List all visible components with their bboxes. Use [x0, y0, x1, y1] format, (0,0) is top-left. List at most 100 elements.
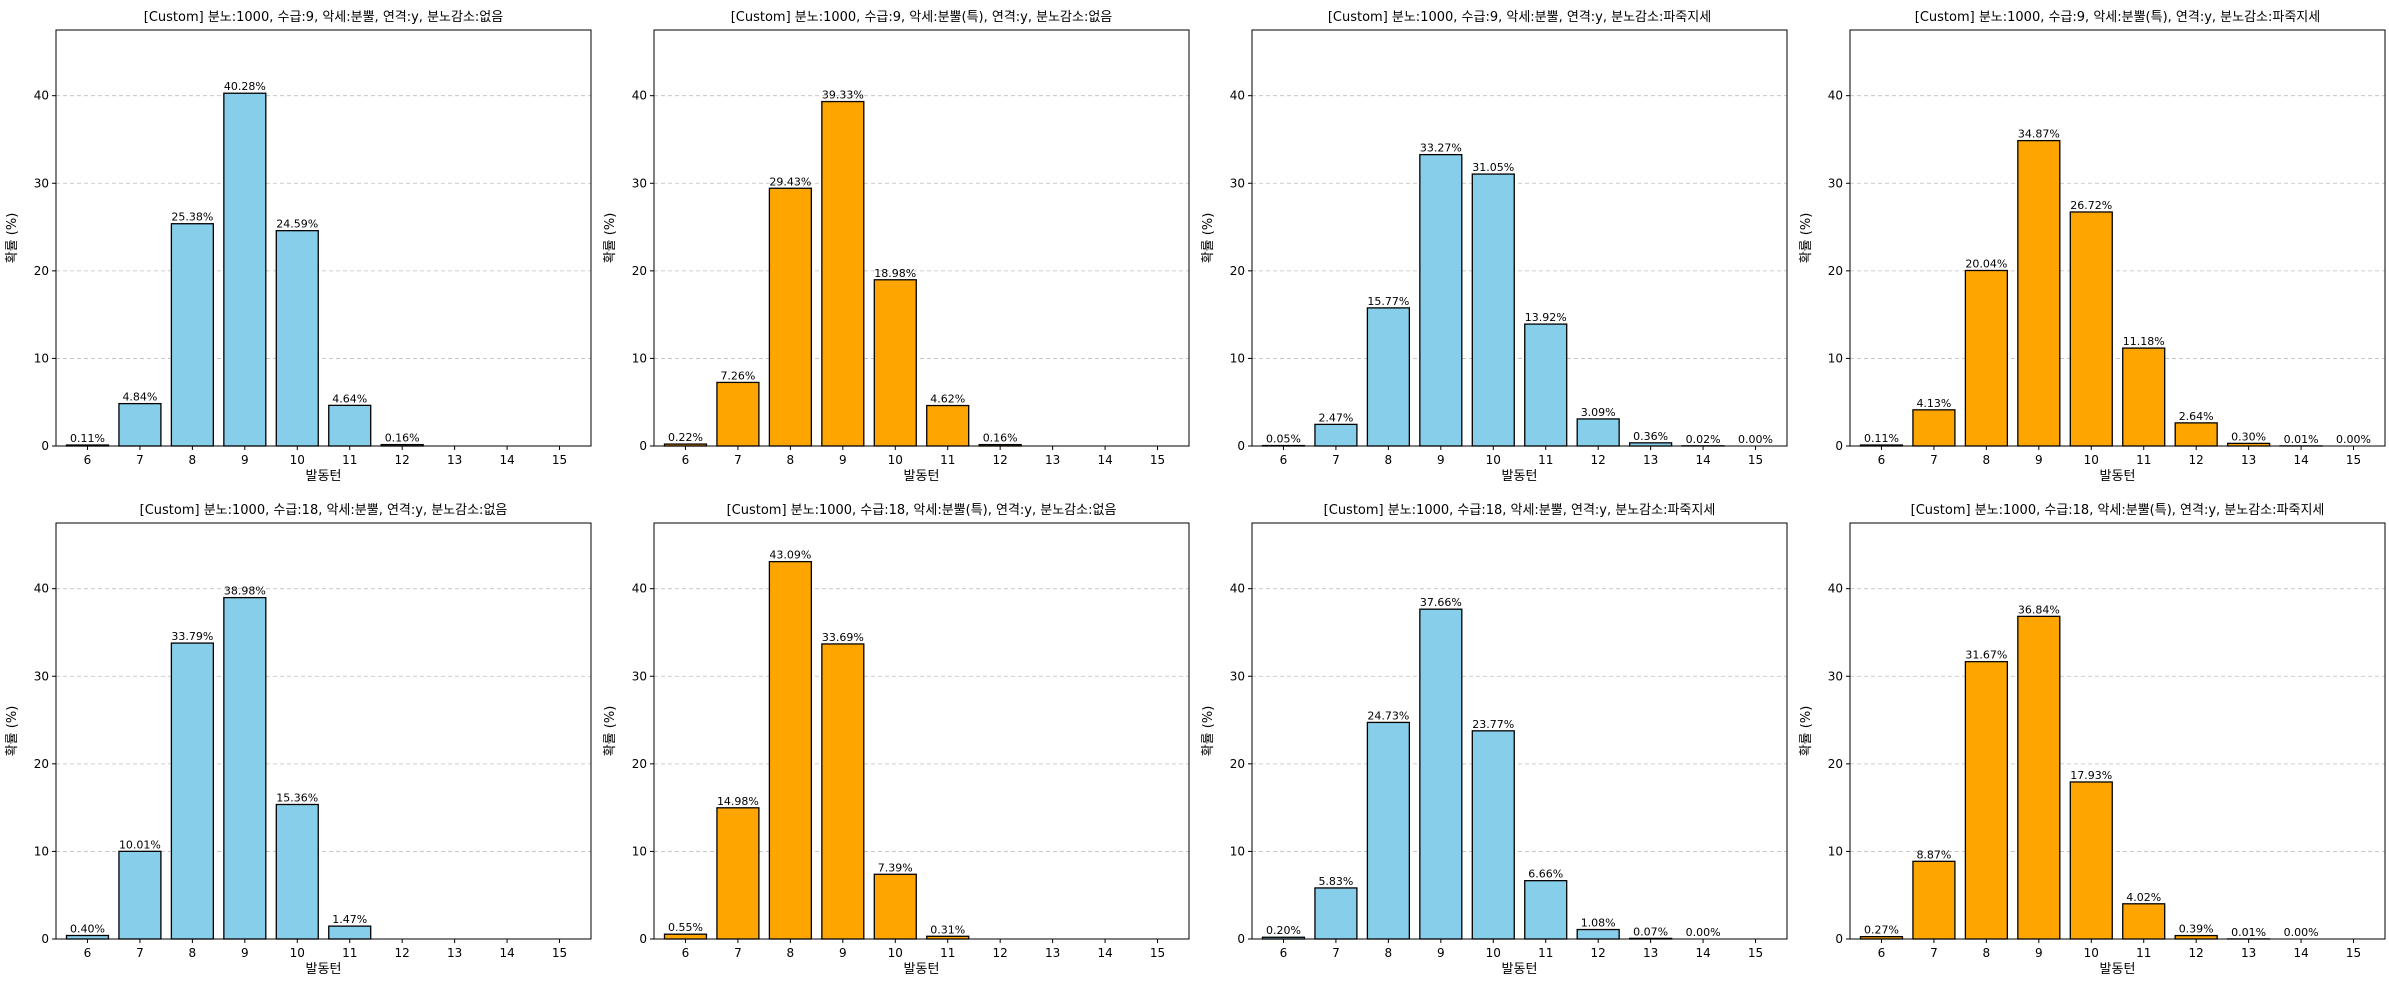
bar-value-label: 4.84%: [122, 391, 157, 404]
bar-value-label: 6.66%: [1528, 868, 1563, 881]
chart-title: [Custom] 분노:1000, 수급:18, 악세:분뿔(특), 연격:y,…: [1911, 503, 2325, 518]
x-tick-label: 11: [342, 946, 357, 960]
x-tick-label: 15: [2346, 946, 2361, 960]
y-tick-label: 10: [1230, 844, 1245, 858]
y-tick-label: 40: [632, 89, 647, 103]
x-axis-label: 발동턴: [1502, 962, 1538, 977]
x-tick-label: 8: [1983, 946, 1991, 960]
y-tick-label: 20: [1230, 757, 1245, 771]
chart-panel-1: 0.11% 4.84% 25.38% 40.28% 24.59% 4.64% 0.16% 0 1…: [5, 10, 592, 484]
y-axis-label: 확률 (%): [1799, 706, 1814, 757]
x-tick-label: 7: [1930, 946, 1938, 960]
bar-10: [2069, 211, 2113, 447]
axes-frame: [1849, 29, 2386, 447]
x-tick-label: 10: [290, 946, 305, 960]
bar-12: [2174, 934, 2218, 940]
x-tick-label: 12: [1591, 946, 1606, 960]
x-tick-label: 9: [1437, 946, 1445, 960]
x-tick-label: 11: [1538, 946, 1553, 960]
x-tick-label: 11: [1538, 453, 1553, 467]
y-tick-label: 30: [632, 669, 647, 683]
bar-8: [1964, 269, 2009, 447]
x-tick-label: 10: [888, 946, 903, 960]
x-tick-label: 8: [787, 453, 795, 467]
bar-value-label: 20.04%: [1965, 257, 2007, 270]
x-tick-label: 14: [1695, 453, 1710, 467]
bar-7: [716, 381, 760, 447]
x-axis-label: 발동턴: [904, 469, 940, 484]
axes-frame: [1251, 522, 1788, 940]
chart-panel-6: 0.55% 14.98% 43.09% 33.69% 7.39% 0.31% 0 10 20 30…: [603, 503, 1190, 977]
x-tick-label: 8: [787, 946, 795, 960]
x-tick-label: 10: [1486, 946, 1501, 960]
bar-value-label: 31.05%: [1472, 161, 1514, 174]
chart-title: [Custom] 분노:1000, 수급:9, 악세:분뿔(특), 연격:y, …: [731, 10, 1113, 25]
bar-value-label: 0.40%: [70, 922, 105, 935]
x-tick-label: 8: [1385, 946, 1393, 960]
y-tick-label: 10: [1828, 844, 1843, 858]
bar-value-label: 26.72%: [2070, 199, 2112, 212]
x-tick-label: 10: [2084, 453, 2099, 467]
bar-value-label: 24.73%: [1367, 709, 1409, 722]
x-tick-label: 14: [499, 453, 514, 467]
bar-9: [2017, 139, 2061, 447]
x-tick-label: 14: [499, 946, 514, 960]
bar-7: [1314, 423, 1358, 447]
bar-value-label: 3.09%: [1581, 406, 1616, 419]
chart-panel-7: 0.20% 5.83% 24.73% 37.66% 23.77% 6.66% 1.08% 0.…: [1201, 503, 1788, 977]
x-tick-label: 12: [395, 946, 410, 960]
x-tick-label: 9: [2035, 946, 2043, 960]
bar-value-label: 7.39%: [878, 861, 913, 874]
bar-10: [2069, 781, 2113, 940]
x-tick-label: 9: [839, 453, 847, 467]
bar-10: [873, 279, 917, 447]
x-tick-label: 13: [1045, 453, 1060, 467]
y-tick-label: 0: [41, 439, 49, 453]
x-tick-label: 6: [84, 946, 92, 960]
x-tick-label: 13: [1045, 946, 1060, 960]
bar-9: [223, 596, 267, 940]
x-tick-label: 15: [1748, 453, 1763, 467]
x-tick-label: 13: [1643, 946, 1658, 960]
bar-11: [1524, 880, 1568, 940]
bar-value-label: 0.27%: [1864, 924, 1899, 937]
bar-value-label: 25.38%: [171, 211, 213, 224]
bar-value-label: 15.77%: [1367, 295, 1409, 308]
x-axis-label: 발동턴: [306, 962, 342, 977]
bar-value-label: 2.64%: [2179, 410, 2214, 423]
bar-9: [1419, 608, 1463, 940]
x-axis-label: 발동턴: [904, 962, 940, 977]
x-tick-label: 13: [447, 453, 462, 467]
bar-value-label: 7.26%: [720, 369, 755, 382]
x-tick-label: 15: [552, 453, 567, 467]
axes-frame: [1849, 522, 2386, 940]
bar-7: [1314, 887, 1358, 940]
x-tick-label: 6: [1280, 453, 1288, 467]
y-tick-label: 30: [1828, 176, 1843, 190]
x-tick-label: 7: [1332, 946, 1340, 960]
bar-8: [768, 560, 813, 940]
bar-value-label: 4.62%: [930, 393, 965, 406]
bar-8: [170, 223, 215, 447]
x-tick-label: 13: [2241, 453, 2256, 467]
x-tick-label: 6: [682, 453, 690, 467]
y-tick-label: 10: [34, 844, 49, 858]
bar-value-label: 4.64%: [332, 392, 367, 405]
chart-title: [Custom] 분노:1000, 수급:18, 악세:분뿔, 연격:y, 분노…: [140, 503, 508, 518]
y-tick-label: 0: [1835, 439, 1843, 453]
x-tick-label: 13: [1643, 453, 1658, 467]
x-tick-label: 9: [1437, 453, 1445, 467]
x-axis-label: 발동턴: [2100, 469, 2136, 484]
x-tick-label: 10: [1486, 453, 1501, 467]
y-tick-label: 0: [41, 932, 49, 946]
bar-7: [1912, 409, 1956, 447]
bar-value-label: 0.02%: [1686, 433, 1721, 446]
bar-12: [1576, 928, 1620, 940]
bar-8: [1366, 307, 1411, 447]
chart-panel-8: 0.27% 8.87% 31.67% 36.84% 17.93% 4.02% 0.39% 0.…: [1799, 503, 2386, 977]
y-tick-label: 30: [1230, 669, 1245, 683]
x-tick-label: 6: [1878, 946, 1886, 960]
bar-11: [1524, 323, 1568, 447]
y-tick-label: 40: [1828, 582, 1843, 596]
chart-panel-2: 0.22% 7.26% 29.43% 39.33% 18.98% 4.62% 0.16% 0 1…: [603, 10, 1190, 484]
